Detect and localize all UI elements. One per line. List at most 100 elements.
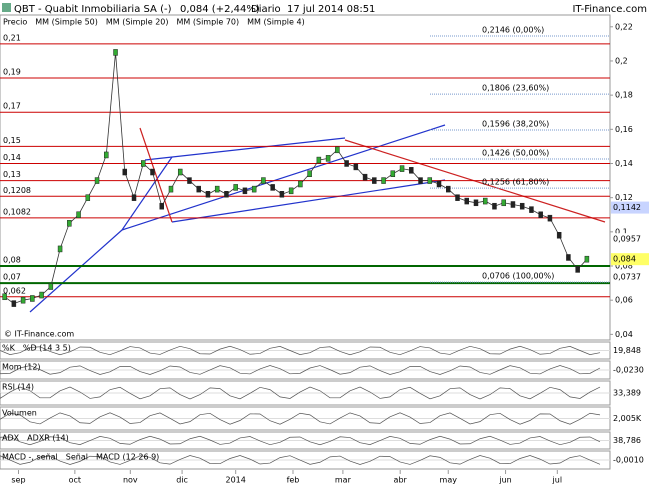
price-box: [611, 233, 649, 246]
panel-label: Volumen: [2, 409, 37, 418]
quote: 0,084 (+2,44%): [180, 4, 260, 15]
candle: [427, 177, 433, 184]
candle: [566, 254, 571, 261]
price-box-label: 0,0737: [613, 272, 641, 281]
panel-readout: -0,0010: [613, 456, 644, 465]
level-label: 0,07: [3, 273, 21, 282]
candle: [446, 185, 451, 193]
indicator-sketch: [0, 365, 601, 375]
period: Diario: [251, 4, 281, 15]
candle: [57, 245, 63, 253]
candle: [76, 211, 81, 219]
price-box: [611, 201, 649, 214]
icon: [2, 3, 11, 12]
candle: [362, 173, 368, 181]
panel-label: ADXR (14): [27, 434, 69, 443]
candle: [242, 187, 248, 195]
candle: [529, 206, 534, 213]
x-tick-label: sep: [11, 476, 25, 485]
x-tick-label: dic: [176, 476, 188, 485]
panel-readout: 33,389: [613, 389, 641, 398]
x-tick-label: 2014: [226, 476, 246, 485]
watermark: © IT-Finance.com: [4, 330, 74, 339]
legend-entry: MM (Simple 4): [247, 18, 305, 27]
x-tick-label: abr: [394, 476, 408, 485]
level-label: 0,17: [3, 102, 21, 111]
panel-label: %K: [2, 344, 16, 353]
level-label: 0,19: [3, 68, 21, 77]
candle: [455, 194, 460, 201]
indicator-sketch: [0, 386, 601, 400]
candle: [141, 160, 146, 167]
candle: [113, 49, 118, 56]
level-label: 0,21: [3, 33, 21, 42]
candle: [233, 184, 238, 191]
candle: [390, 170, 396, 177]
candle: [214, 185, 220, 193]
candle: [556, 232, 562, 239]
level-label: 0,08: [3, 256, 21, 265]
candle: [501, 199, 506, 207]
indicator-sketch: [0, 435, 601, 446]
candle: [510, 201, 516, 208]
candle: [482, 197, 488, 205]
y-tick-label: 0,2: [615, 56, 628, 65]
candle: [150, 168, 155, 176]
panel-label: Mom (12): [2, 363, 41, 372]
candle: [131, 194, 137, 201]
price-line: [4, 52, 588, 305]
candle: [177, 168, 183, 176]
fib-label: 0,0706 (100,00%): [482, 272, 554, 281]
candle: [270, 184, 275, 191]
fib-label: 0,2146 (0,00%): [482, 26, 544, 35]
candle: [196, 185, 201, 193]
candle: [325, 155, 331, 162]
level-label: 0,13: [3, 170, 21, 179]
fib-label: 0,1596 (38,20%): [482, 119, 549, 128]
price-box: [611, 270, 649, 283]
candle: [538, 211, 543, 219]
level-label: 0,15: [3, 136, 21, 145]
level-label: 0,062: [3, 286, 26, 295]
candle: [85, 194, 91, 201]
fib-label: 0,1806 (23,60%): [482, 84, 549, 93]
panel-label: RSI (14): [2, 383, 34, 392]
level-label: 0,1208: [3, 186, 31, 195]
candle: [381, 177, 386, 184]
symbol: QBT - Quabit Inmobiliaria SA (-): [14, 4, 172, 15]
candle: [436, 180, 442, 188]
y-tick-label: 0,16: [615, 125, 633, 134]
y-tick-label: 0,22: [615, 22, 633, 31]
candle: [307, 170, 312, 177]
candle: [409, 167, 414, 174]
level-label: 0,1082: [3, 207, 31, 216]
indicator-sketch: [0, 412, 601, 425]
candle: [492, 202, 497, 210]
legend-entry: MM (Simple 20): [106, 18, 169, 27]
candle: [464, 197, 469, 205]
legend-entry: Precio: [3, 18, 27, 27]
candle: [251, 185, 257, 193]
level-label: 0,14: [3, 153, 21, 162]
candle: [288, 187, 294, 195]
datetime: 17 jul 2014 08:51: [287, 4, 375, 15]
y-tick-label: 0,12: [615, 193, 633, 202]
candle: [399, 165, 405, 172]
candle: [159, 202, 164, 210]
plot-frame: [0, 14, 611, 341]
candle: [353, 163, 359, 171]
candle: [584, 255, 590, 263]
panel-readout: 2,005K: [613, 414, 642, 423]
indicator-sketch: [0, 345, 601, 356]
x-tick-label: jul: [552, 476, 563, 485]
candle: [11, 300, 17, 307]
fib-label: 0,1256 (61,80%): [482, 178, 549, 187]
candle: [335, 146, 340, 154]
candle: [316, 156, 322, 164]
price-box-label: 0,1142: [613, 203, 641, 212]
candle: [67, 220, 72, 227]
y-tick-label: 0,18: [615, 91, 633, 100]
candle: [261, 177, 266, 184]
panel-readout: 19,848: [613, 346, 641, 355]
candle: [298, 180, 303, 188]
